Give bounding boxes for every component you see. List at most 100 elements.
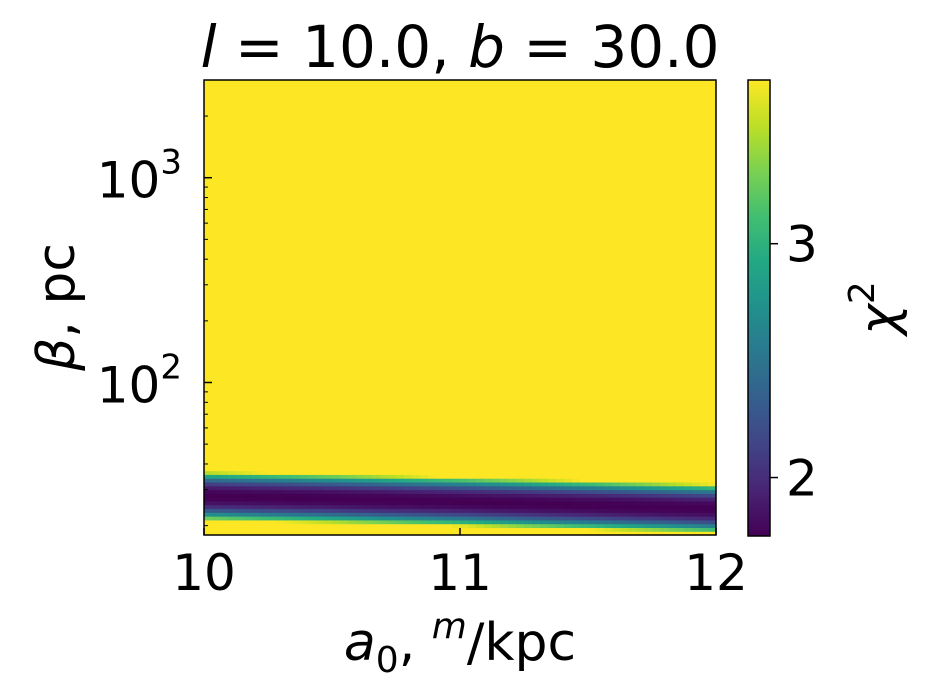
heatmap-cell xyxy=(244,174,253,180)
heatmap-cell xyxy=(492,117,501,123)
heatmap-cell xyxy=(316,497,325,502)
heatmap-cell xyxy=(516,205,525,210)
heatmap-cell xyxy=(228,383,237,388)
heatmap-cell xyxy=(404,349,413,354)
heatmap-cell xyxy=(356,250,365,256)
heatmap-cell xyxy=(244,121,253,127)
heatmap-cell xyxy=(284,307,293,312)
heatmap-cell xyxy=(252,95,261,100)
heatmap-cell xyxy=(236,296,245,301)
heatmap-cell xyxy=(444,148,453,153)
heatmap-cell xyxy=(436,402,445,407)
heatmap-cell xyxy=(396,167,405,172)
heatmap-cell xyxy=(252,280,261,286)
heatmap-cell xyxy=(212,262,221,267)
heatmap-cell xyxy=(300,186,309,191)
heatmap-cell xyxy=(428,152,437,157)
heatmap-cell xyxy=(284,447,293,453)
heatmap-cell xyxy=(468,409,477,415)
heatmap-cell xyxy=(532,413,541,419)
heatmap-cell xyxy=(316,390,325,396)
heatmap-cell xyxy=(380,258,389,263)
heatmap-cell xyxy=(292,102,301,108)
heatmap-cell xyxy=(212,326,221,331)
heatmap-cell xyxy=(316,334,325,339)
heatmap-cell xyxy=(292,406,301,411)
heatmap-cell xyxy=(316,110,325,115)
heatmap-cell xyxy=(348,493,357,498)
heatmap-cell xyxy=(244,508,253,513)
heatmap-cell xyxy=(516,406,525,411)
heatmap-cell xyxy=(228,265,237,271)
heatmap-cell xyxy=(460,444,469,449)
heatmap-cell xyxy=(364,106,373,111)
heatmap-cell xyxy=(428,447,437,453)
heatmap-cell xyxy=(228,470,237,475)
heatmap-cell xyxy=(228,155,237,161)
heatmap-cell xyxy=(452,171,461,176)
heatmap-cell xyxy=(220,489,229,494)
heatmap-cell xyxy=(444,246,453,252)
heatmap-cell xyxy=(420,239,429,244)
heatmap-cell xyxy=(212,451,221,456)
heatmap-cell xyxy=(460,512,469,517)
heatmap-cell xyxy=(220,406,229,411)
heatmap-cell xyxy=(220,353,229,358)
heatmap-cell xyxy=(348,527,357,532)
heatmap-cell xyxy=(220,280,229,286)
heatmap-cell xyxy=(316,383,325,388)
heatmap-cell xyxy=(404,318,413,324)
heatmap-cell xyxy=(476,368,485,373)
heatmap-cell xyxy=(500,227,509,233)
heatmap-cell xyxy=(492,201,501,206)
heatmap-cell xyxy=(388,163,397,168)
heatmap-cell xyxy=(388,91,397,96)
heatmap-cell xyxy=(492,197,501,202)
heatmap-cell xyxy=(452,121,461,127)
heatmap-cell xyxy=(460,87,469,92)
heatmap-cell xyxy=(308,409,317,415)
heatmap-cell xyxy=(396,110,405,115)
heatmap-cell xyxy=(412,462,421,468)
heatmap-cell xyxy=(212,152,221,157)
heatmap-cell xyxy=(532,519,541,525)
heatmap-cell xyxy=(324,315,333,320)
heatmap-cell xyxy=(332,489,341,494)
heatmap-cell xyxy=(420,110,429,115)
heatmap-cell xyxy=(348,250,357,256)
heatmap-cell xyxy=(516,516,525,521)
heatmap-cell xyxy=(220,459,229,464)
heatmap-cell xyxy=(428,500,437,506)
heatmap-cell xyxy=(300,345,309,350)
heatmap-cell xyxy=(412,189,421,195)
heatmap-cell xyxy=(452,231,461,237)
heatmap-cell xyxy=(420,409,429,415)
heatmap-cell xyxy=(436,98,445,104)
heatmap-cell xyxy=(500,341,509,347)
heatmap-cell xyxy=(260,110,269,115)
heatmap-cell xyxy=(356,527,365,532)
heatmap-cell xyxy=(492,307,501,312)
heatmap-cell xyxy=(284,318,293,324)
heatmap-cell xyxy=(372,280,381,286)
heatmap-cell xyxy=(292,493,301,498)
heatmap-cell xyxy=(524,436,533,441)
heatmap-cell xyxy=(212,345,221,350)
heatmap-cell xyxy=(324,345,333,350)
heatmap-cell xyxy=(292,497,301,502)
heatmap-cell xyxy=(228,114,237,119)
heatmap-cell xyxy=(444,224,453,229)
heatmap-cell xyxy=(308,394,317,400)
heatmap-cell xyxy=(452,436,461,441)
heatmap-cell xyxy=(276,163,285,168)
heatmap-cell xyxy=(476,163,485,168)
heatmap-cell xyxy=(524,353,533,358)
heatmap-cell xyxy=(428,485,437,491)
heatmap-cell xyxy=(332,394,341,400)
heatmap-cell xyxy=(492,402,501,407)
heatmap-cell xyxy=(524,174,533,180)
heatmap-cell xyxy=(332,140,341,146)
heatmap-cell xyxy=(204,447,213,453)
heatmap-cell xyxy=(388,114,397,119)
heatmap-cell xyxy=(356,478,365,483)
